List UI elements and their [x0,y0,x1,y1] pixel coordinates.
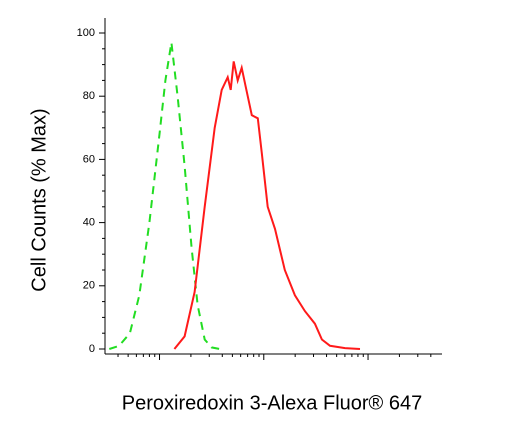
y-tick-label: 60 [83,153,95,165]
y-tick-label: 40 [83,217,95,229]
y-tick-label: 80 [83,90,95,102]
x-axis-label: Peroxiredoxin 3-Alexa Fluor® 647 [122,392,422,414]
series-line [108,42,220,350]
y-tick-label: 100 [77,27,95,39]
series-line [173,61,361,350]
y-axis-label: Cell Counts (% Max) [28,108,50,291]
y-tick-label: 0 [89,343,95,355]
y-tick-label: 20 [83,280,95,292]
